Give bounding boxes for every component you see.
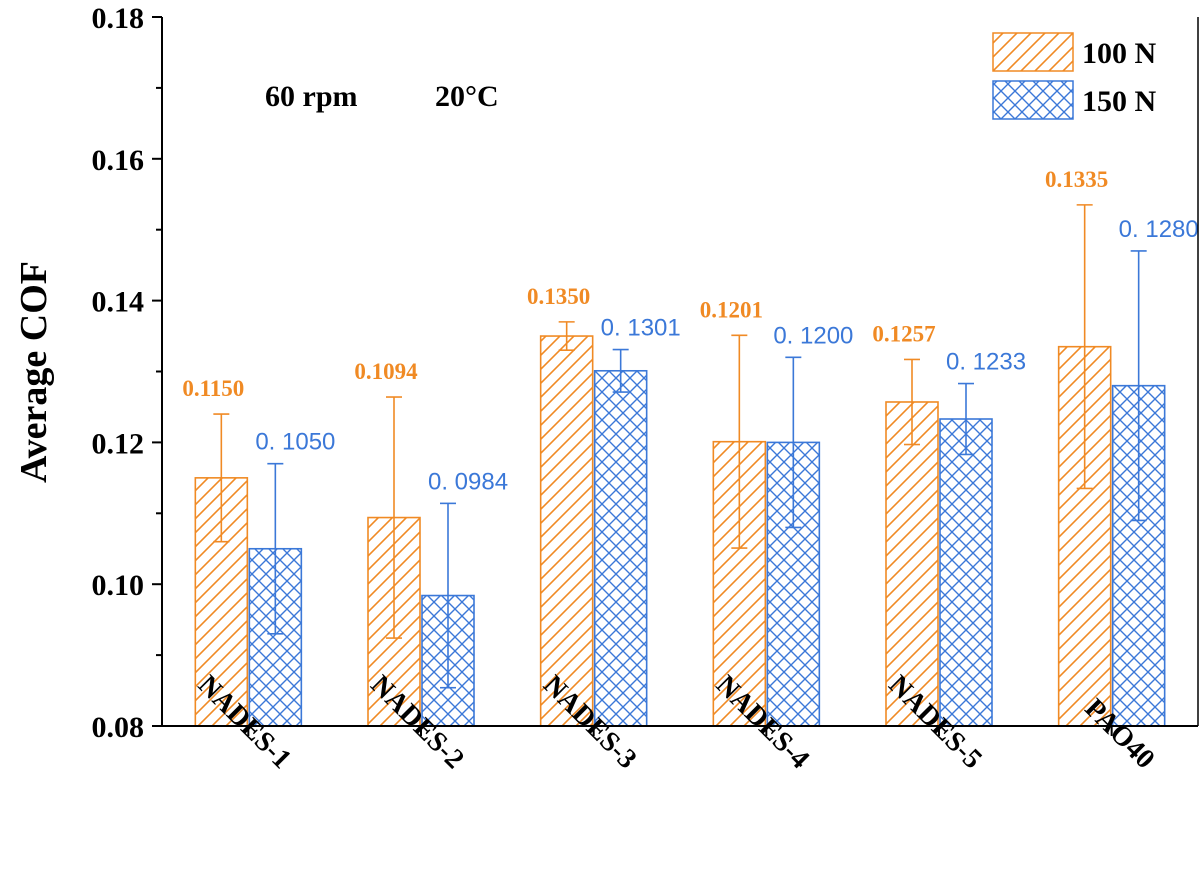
legend-swatch-150n [992,80,1074,120]
data-label-100n-3: 0.1350 [527,284,590,309]
y-tick-label-1: 0.08 [92,711,145,744]
y-axis-title: Average COF [13,261,55,483]
y-tick-label-3: 0.12 [92,427,145,460]
data-label-100n-6: 0.1335 [1045,167,1108,192]
data-label-100n-4: 0.1201 [700,297,763,322]
bar-150n-3 [593,369,648,727]
speed-annotation: 60 rpm [265,80,358,113]
data-label-150n-1: 0. 1050 [255,429,335,456]
legend-swatch-100n [992,32,1074,72]
condition-annotation: 60 rpm 20°C [265,80,499,113]
data-label-100n-1: 0.1150 [182,376,244,401]
legend: 100 N 150 N [992,32,1157,120]
data-label-100n-5: 0.1257 [872,321,935,346]
legend-label-100n: 100 N [1082,37,1157,70]
y-tick-label-2: 0.10 [92,569,145,602]
data-label-100n-2: 0.1094 [354,359,418,384]
y-tick-label-5: 0.16 [92,144,145,177]
data-label-150n-2: 0. 0984 [428,468,508,495]
y-tick-label-6: 0.18 [92,2,145,35]
bar-150n-4 [766,441,821,727]
data-label-150n-4: 0. 1200 [773,322,853,349]
legend-label-150n: 150 N [1082,85,1157,118]
y-tick-label-4: 0.14 [92,286,145,319]
bar-100n-3 [539,335,594,727]
temperature-annotation: 20°C [435,80,499,113]
data-label-150n-3: 0. 1301 [601,315,681,342]
data-label-150n-5: 0. 1233 [946,349,1026,376]
bar-150n-5 [939,418,993,727]
data-label-150n-6: 0. 1280 [1119,216,1199,243]
